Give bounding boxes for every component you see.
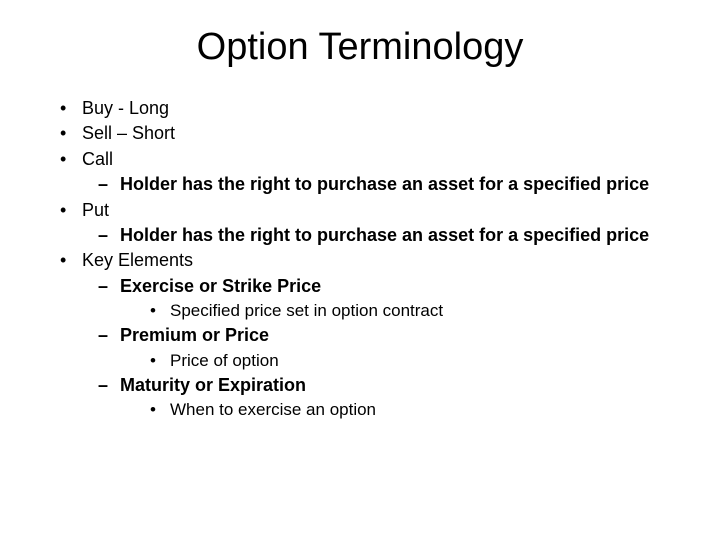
- slide-title: Option Terminology: [40, 26, 680, 69]
- list-item: Put: [60, 199, 680, 222]
- list-subsubitem: Price of option: [150, 350, 680, 372]
- list-item: Buy - Long: [60, 97, 680, 120]
- list-item: Sell – Short: [60, 122, 680, 145]
- list-subitem: Holder has the right to purchase an asse…: [98, 173, 680, 196]
- list-subitem: Holder has the right to purchase an asse…: [98, 224, 680, 247]
- slide: Option Terminology Buy - Long Sell – Sho…: [0, 0, 720, 540]
- list-item: Key Elements: [60, 249, 680, 272]
- list-item: Call: [60, 148, 680, 171]
- list-subsubitem: Specified price set in option contract: [150, 300, 680, 322]
- list-subsubitem: When to exercise an option: [150, 399, 680, 421]
- list-subitem: Maturity or Expiration: [98, 374, 680, 397]
- list-subitem: Exercise or Strike Price: [98, 275, 680, 298]
- bullet-list: Buy - Long Sell – Short Call Holder has …: [40, 97, 680, 421]
- list-subitem: Premium or Price: [98, 324, 680, 347]
